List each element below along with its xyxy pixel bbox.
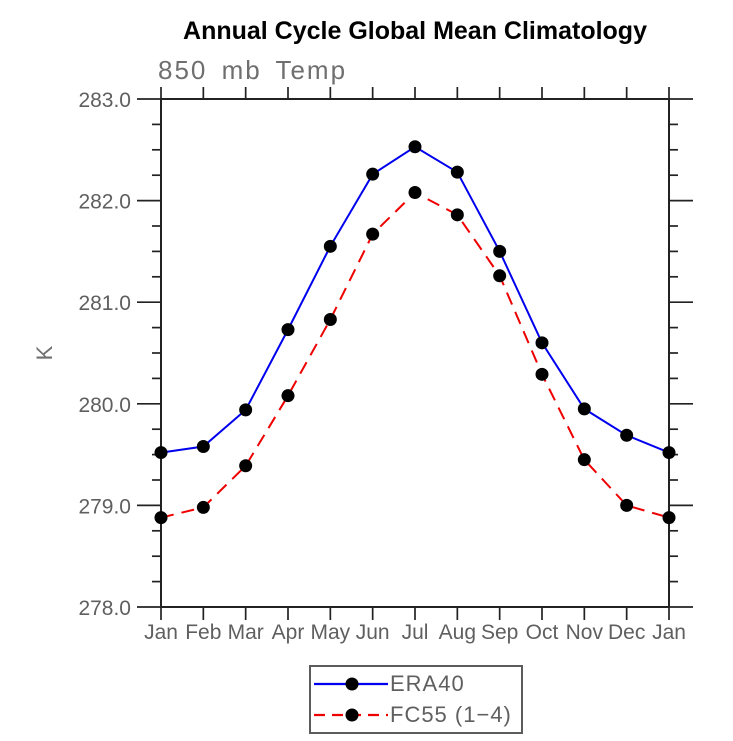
month-label: Apr (272, 621, 305, 644)
legend-marker (345, 677, 359, 691)
month-label: Jan (144, 621, 178, 644)
month-label: Nov (566, 621, 604, 644)
data-point-marker (493, 244, 507, 258)
y-tick-label: 280.0 (78, 394, 131, 417)
data-point-marker (620, 498, 634, 512)
month-label: Jun (356, 621, 390, 644)
fc55-line-sample-icon (314, 708, 388, 722)
data-point-marker (662, 511, 676, 525)
month-label: Feb (185, 621, 221, 644)
legend-item-fc55: FC55 (1−4) (314, 700, 521, 730)
data-point-marker (154, 511, 168, 525)
month-label: Jul (402, 621, 429, 644)
x-axis-ticks (160, 87, 670, 620)
series-era40 (154, 140, 676, 460)
legend-label-fc55: FC55 (1−4) (390, 702, 512, 728)
y-tick-label: 283.0 (78, 89, 131, 112)
data-point-marker (450, 208, 464, 222)
data-point-marker (408, 140, 422, 154)
month-label: Mar (228, 621, 264, 644)
legend-item-era40: ERA40 (314, 669, 521, 699)
month-label: Aug (439, 621, 476, 644)
y-tick-label: 279.0 (78, 495, 131, 518)
data-point-marker (281, 323, 295, 337)
chart-title: Annual Cycle Global Mean Climatology (183, 17, 647, 45)
y-tick-label: 281.0 (78, 292, 131, 315)
data-point-marker (450, 165, 464, 179)
series-line (160, 191, 670, 519)
month-label: May (310, 621, 350, 644)
y-tick-label: 282.0 (78, 191, 131, 214)
data-point-marker (323, 239, 337, 253)
data-point-marker (196, 439, 210, 453)
era40-line-sample-icon (314, 677, 388, 691)
data-point-marker (577, 453, 591, 467)
data-point-marker (493, 269, 507, 283)
y-tick-labels: 278.0 279.0 280.0 281.0 282.0 283.0 (78, 89, 131, 620)
data-point-marker (620, 428, 634, 442)
month-label: Oct (526, 621, 559, 644)
legend: ERA40 FC55 (1−4) (309, 665, 523, 734)
data-point-marker (196, 500, 210, 514)
legend-label-era40: ERA40 (390, 670, 465, 696)
data-point-marker (408, 185, 422, 199)
data-point-marker (239, 403, 253, 417)
data-point-marker (281, 389, 295, 403)
y-axis-ticks (137, 98, 693, 608)
data-point-marker (577, 402, 591, 416)
data-point-marker (662, 446, 676, 460)
chart-subtitle: 850 mb Temp (158, 55, 348, 85)
y-tick-label: 278.0 (78, 597, 131, 620)
data-point-marker (535, 367, 549, 381)
month-label: Dec (608, 621, 645, 644)
data-point-marker (366, 227, 380, 241)
data-point-marker (154, 446, 168, 460)
x-tick-labels: Jan Feb Mar Apr May Jun Jul Aug Sep Oct Nov Dec Jan (144, 621, 686, 644)
month-label: Sep (481, 621, 518, 644)
data-point-marker (323, 312, 337, 326)
legend-marker (345, 708, 359, 722)
data-point-marker (239, 459, 253, 473)
month-label: Jan (652, 621, 686, 644)
series-fc55 (154, 185, 676, 525)
plot-border (160, 98, 670, 608)
data-point-marker (366, 167, 380, 181)
data-point-marker (535, 336, 549, 350)
